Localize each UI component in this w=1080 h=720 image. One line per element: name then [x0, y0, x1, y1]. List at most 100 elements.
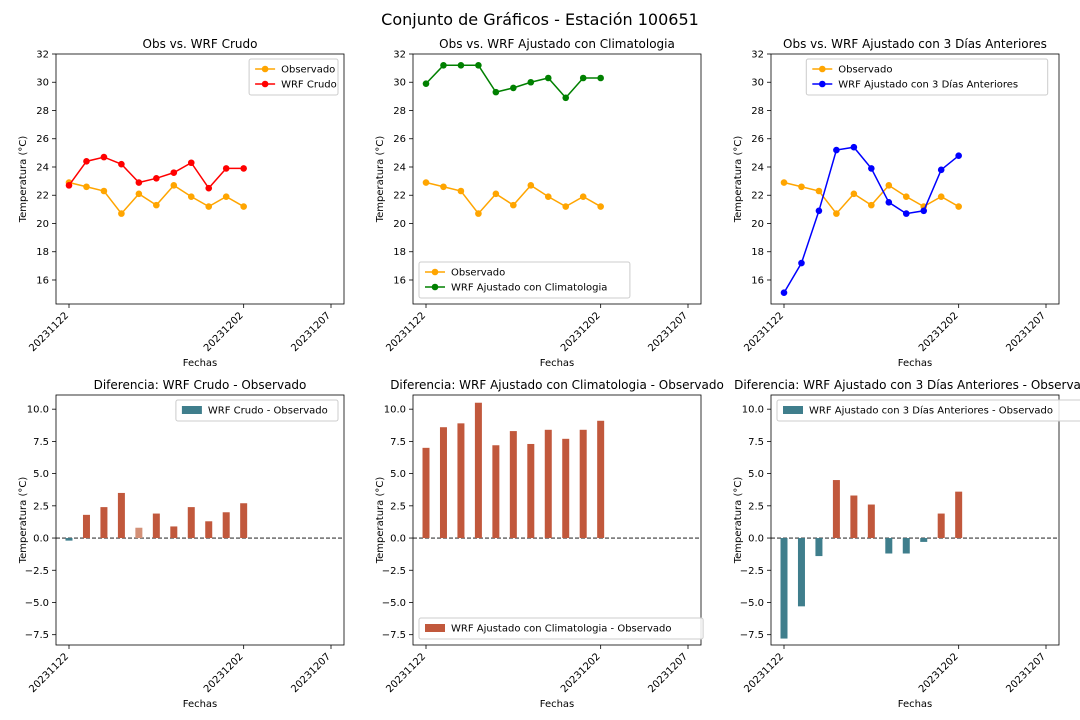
y-tick-label: 32 — [36, 50, 49, 61]
figure-title: Conjunto de Gráficos - Estación 100651 — [381, 10, 699, 29]
data-point — [205, 203, 213, 210]
data-point — [222, 193, 230, 200]
data-point — [422, 179, 430, 186]
bar — [65, 538, 73, 541]
x-axis-label: Fechas — [898, 358, 933, 369]
legend-label: WRF Crudo — [281, 80, 337, 91]
legend-box — [418, 617, 704, 640]
y-tick-label: 0.0 — [33, 534, 49, 545]
data-point — [422, 80, 430, 87]
data-point — [955, 203, 962, 210]
plot-frame — [770, 394, 1060, 646]
y-tick-label: 20 — [36, 219, 49, 230]
legend: WRF Crudo - Observado — [175, 399, 339, 422]
bar — [187, 507, 195, 539]
data-point — [170, 182, 178, 189]
bar — [222, 512, 230, 539]
y-tick-label: 22 — [751, 191, 764, 202]
bar — [597, 420, 605, 539]
bar — [797, 538, 805, 607]
bar — [955, 491, 963, 539]
bar — [439, 427, 447, 539]
data-point — [780, 179, 788, 186]
y-axis-label: Temperatura (°C) — [375, 136, 386, 224]
data-point — [937, 166, 945, 174]
legend-marker — [431, 283, 439, 291]
data-point — [510, 201, 517, 209]
y-tick-label: −5.0 — [382, 598, 406, 609]
bar — [205, 521, 213, 539]
bar — [562, 438, 570, 539]
data-point — [527, 78, 535, 86]
y-axis-label: Temperatura (°C) — [18, 136, 29, 224]
legend: Observado WRF Crudo — [248, 58, 339, 96]
y-tick-label: 7.5 — [748, 437, 764, 448]
chart-title: Diferencia: WRF Ajustado con 3 Días Ante… — [734, 378, 1080, 392]
plot-frame — [55, 394, 345, 646]
bar — [544, 429, 552, 539]
data-point — [475, 210, 482, 217]
y-tick-label: −2.5 — [25, 566, 49, 577]
data-point — [833, 210, 840, 217]
chart-title: Diferencia: WRF Crudo - Observado — [94, 378, 307, 392]
y-tick-label: 0.0 — [390, 534, 406, 545]
data-point — [597, 203, 604, 210]
legend-label: Observado — [838, 65, 892, 76]
bar — [240, 503, 248, 539]
y-axis-label: Temperatura (°C) — [733, 477, 744, 565]
data-point — [850, 143, 858, 151]
y-tick-label: 28 — [36, 106, 49, 117]
legend-marker — [261, 80, 269, 88]
y-tick-label: −5.0 — [25, 598, 49, 609]
data-point — [815, 207, 823, 215]
legend-label: Observado — [451, 268, 505, 279]
x-tick-label: 20231207 — [1004, 651, 1048, 695]
bar — [82, 514, 90, 539]
data-point — [222, 165, 230, 172]
data-point — [205, 184, 213, 192]
y-tick-label: 28 — [393, 106, 406, 117]
data-point — [868, 165, 875, 172]
data-point — [440, 61, 447, 69]
bar — [815, 538, 823, 557]
x-tick-label: 20231122 — [742, 651, 786, 695]
legend-swatch — [425, 624, 445, 632]
data-point — [240, 203, 247, 210]
y-tick-label: 28 — [751, 106, 764, 117]
data-point — [544, 74, 552, 82]
bar — [527, 443, 535, 539]
bar — [117, 492, 125, 539]
data-point — [83, 183, 90, 191]
y-tick-label: 10.0 — [27, 405, 49, 416]
bar — [422, 447, 430, 539]
data-point — [579, 193, 587, 200]
legend: WRF Ajustado con Climatologia - Observad… — [418, 617, 704, 640]
data-point — [597, 74, 604, 82]
y-tick-label: 16 — [751, 275, 764, 286]
bar — [100, 507, 108, 539]
data-point — [153, 174, 160, 182]
legend-box — [776, 399, 1080, 422]
y-tick-label: 26 — [751, 134, 764, 145]
y-tick-label: 2.5 — [33, 501, 49, 512]
bar — [492, 445, 500, 539]
data-point — [510, 84, 517, 92]
y-tick-label: 30 — [393, 78, 406, 89]
y-tick-label: 30 — [751, 78, 764, 89]
plot-frame — [412, 394, 702, 646]
bar — [867, 504, 875, 539]
chart-title: Obs vs. WRF Crudo — [143, 37, 258, 51]
data-point — [457, 187, 465, 195]
bar — [170, 526, 178, 539]
legend-label: WRF Ajustado con Climatologia - Observad… — [451, 624, 672, 635]
legend-label: WRF Ajustado con Climatologia — [451, 283, 607, 294]
plot-frame — [55, 53, 345, 305]
y-tick-label: 10.0 — [742, 405, 764, 416]
bar — [579, 429, 587, 539]
y-tick-label: 20 — [751, 219, 764, 230]
data-point — [902, 210, 910, 217]
